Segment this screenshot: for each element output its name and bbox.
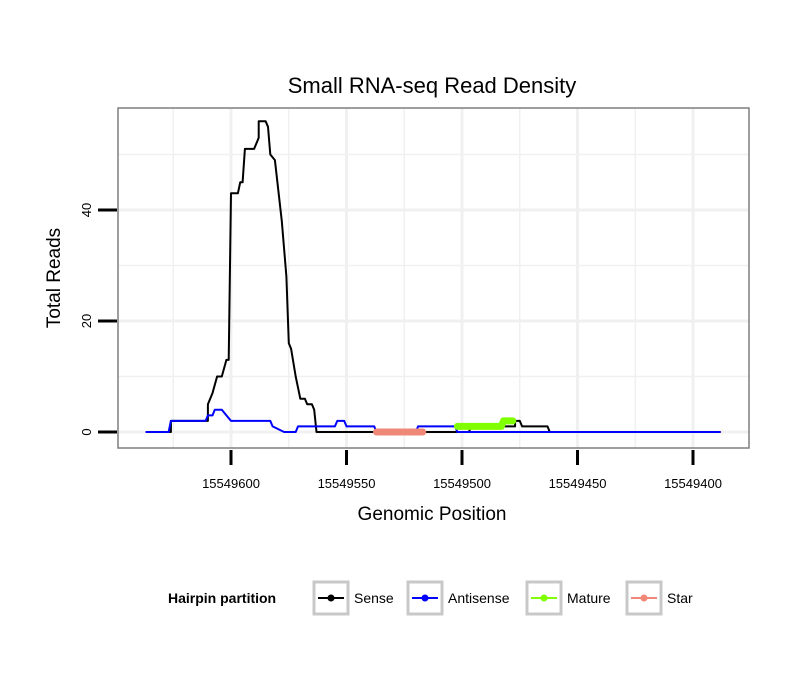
x-tick-label: 15549550 [318, 476, 376, 491]
legend-key-box [312, 580, 350, 616]
legend-label: Star [667, 590, 693, 606]
y-tick-label: 20 [79, 314, 94, 328]
legend-label: Sense [354, 590, 394, 606]
axes: 15549600 15549550 15549500 15549450 15549400… [79, 203, 722, 491]
x-tick-label: 15549600 [202, 476, 260, 491]
x-tick-label: 15549400 [664, 476, 722, 491]
x-axis-title: Genomic Position [358, 504, 507, 525]
legend-key-point [327, 594, 335, 602]
legend-key-point [421, 594, 429, 602]
legend-title: Hairpin partition [168, 590, 276, 606]
legend-item-antisense: Antisense [406, 580, 510, 616]
x-tick-label: 15549450 [549, 476, 607, 491]
y-tick-label: 0 [79, 428, 94, 435]
legend-key-point [540, 594, 548, 602]
panel-border [117, 107, 750, 449]
legend-label: Antisense [448, 590, 510, 606]
legend-item-star: Star [625, 580, 693, 616]
grid-lines [118, 108, 749, 448]
legend: Hairpin partition Sense Antisense Mature St… [168, 580, 693, 616]
y-axis-title: Total Reads [44, 228, 65, 328]
chart-title: Small RNA-seq Read Density [288, 73, 577, 98]
x-tick-label: 15549500 [433, 476, 491, 491]
legend-label: Mature [567, 590, 611, 606]
series-layer [145, 120, 721, 436]
series-line-mature [453, 417, 517, 430]
legend-item-sense: Sense [312, 580, 394, 616]
legend-key-point [640, 594, 648, 602]
y-tick-label: 40 [79, 203, 94, 217]
legend-item-mature: Mature [525, 580, 611, 616]
